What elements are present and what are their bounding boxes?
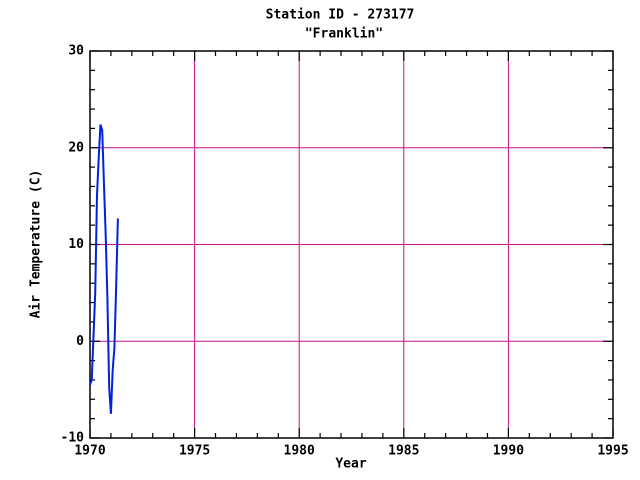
x-tick-label: 1980 xyxy=(284,444,315,459)
chart-title: Station ID - 273177 xyxy=(266,8,415,23)
x-tick-label: 1975 xyxy=(179,444,210,459)
y-tick-label: 10 xyxy=(68,237,84,252)
y-tick-label: -10 xyxy=(61,431,85,446)
x-tick-label: 1970 xyxy=(74,444,105,459)
chart-subtitle: "Franklin" xyxy=(305,27,383,42)
data-line xyxy=(89,124,119,414)
x-tick-label: 1995 xyxy=(597,444,628,459)
x-tick-label: 1985 xyxy=(388,444,419,459)
y-tick-label: 30 xyxy=(68,44,84,59)
y-tick-label: 0 xyxy=(76,334,84,349)
x-axis-label: Year xyxy=(335,457,366,472)
x-tick-label: 1990 xyxy=(493,444,524,459)
y-tick-label: 20 xyxy=(68,140,84,155)
y-axis-label: Air Temperature (C) xyxy=(29,170,44,319)
